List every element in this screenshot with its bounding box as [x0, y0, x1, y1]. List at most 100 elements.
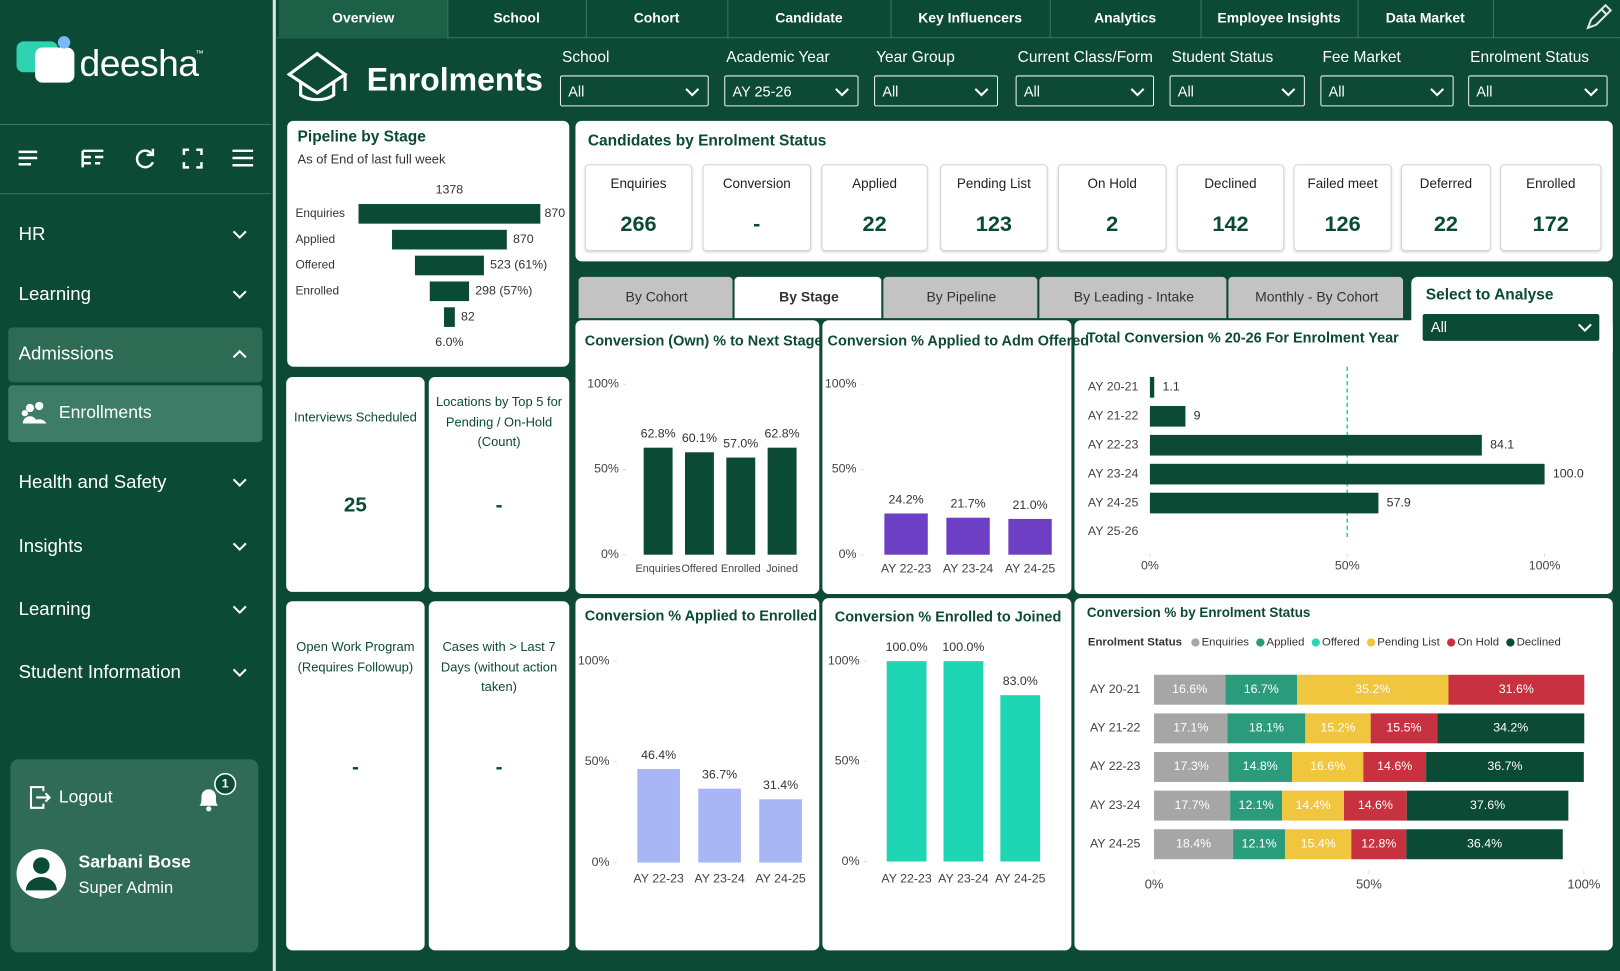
filter-box[interactable] [1015, 75, 1155, 107]
tab[interactable]: Overview [332, 10, 395, 26]
view-tab[interactable] [578, 276, 733, 319]
tab[interactable]: Key Influencers [918, 10, 1023, 26]
status-label: Declined [1204, 175, 1257, 192]
view-tab-label[interactable]: By Cohort [625, 289, 688, 305]
status-label: Enquiries [610, 175, 667, 192]
trademark: ™ [195, 48, 204, 59]
menu-item[interactable]: Insights [18, 535, 83, 556]
logout[interactable]: Logout [58, 786, 113, 807]
view-tab-label[interactable]: Monthly - By Cohort [1255, 289, 1379, 305]
filter-box[interactable] [1468, 75, 1608, 107]
view-tab-label[interactable]: By Pipeline [926, 289, 997, 305]
kpi-label: Locations by Top 5 for Pending / On-Hold… [435, 394, 563, 450]
tab[interactable]: School [493, 10, 540, 26]
chart-panel [822, 598, 1072, 951]
pipeline-title: Pipeline by Stage [297, 128, 426, 146]
status-label: Pending List [956, 175, 1031, 192]
status-card [1057, 164, 1167, 252]
filter-value: All [1476, 83, 1493, 100]
analyse-label: Select to Analyse [1425, 286, 1554, 304]
view-tab-label[interactable]: By Stage [779, 289, 839, 305]
menu-item[interactable]: Admissions [18, 343, 114, 364]
kpi-value: - [495, 756, 503, 779]
status-value: 266 [620, 212, 657, 236]
tab[interactable]: Candidate [775, 10, 843, 26]
kpi-card [286, 601, 425, 951]
status-title: Candidates by Enrolment Status [587, 132, 827, 150]
filter-box[interactable] [559, 75, 709, 107]
tab-separator [890, 0, 892, 39]
status-panel [575, 120, 1613, 262]
filter-value: AY 25-26 [732, 83, 792, 100]
tab-separator [1492, 0, 1494, 39]
view-tab[interactable] [1228, 276, 1404, 319]
tab-separator [1357, 0, 1359, 39]
status-value: 22 [1433, 212, 1458, 236]
status-value: 142 [1212, 212, 1249, 236]
status-label: Failed meet [1307, 175, 1378, 192]
view-tab[interactable] [1039, 276, 1227, 319]
status-label: On Hold [1087, 175, 1137, 192]
status-card [584, 164, 693, 252]
tab[interactable]: Data Market [1385, 10, 1465, 26]
menu-item[interactable]: Learning [18, 283, 91, 304]
tab[interactable]: Analytics [1094, 10, 1157, 26]
status-value: 126 [1324, 212, 1361, 236]
analyse-value: All [1430, 318, 1448, 336]
divider [0, 123, 271, 125]
kpi-value: 25 [343, 493, 367, 517]
status-card [1500, 164, 1602, 252]
tab[interactable]: Employee Insights [1217, 10, 1341, 26]
view-tab[interactable] [734, 276, 882, 319]
status-value: 123 [975, 212, 1013, 236]
menu-item[interactable]: HR [18, 223, 46, 244]
filter-value: All [1328, 83, 1345, 100]
filter-box[interactable] [1320, 75, 1454, 107]
page-title: Enrolments [366, 61, 543, 98]
tab-separator [585, 0, 587, 39]
menu-item[interactable]: Health and Safety [18, 471, 167, 492]
status-card [702, 164, 812, 252]
tab-separator [1049, 0, 1051, 39]
status-value: 172 [1532, 212, 1569, 236]
view-tab[interactable] [883, 276, 1038, 319]
status-label: Deferred [1419, 175, 1473, 192]
status-label: Applied [852, 175, 897, 192]
filter-label: School [562, 48, 610, 67]
chart-panel [575, 320, 820, 594]
filter-box[interactable] [724, 75, 859, 107]
status-value: 22 [862, 212, 887, 236]
tab[interactable]: Cohort [633, 10, 680, 26]
view-tab-label[interactable]: By Leading - Intake [1073, 289, 1194, 305]
filter-label: Enrolment Status [1470, 48, 1590, 67]
filter-value: All [1023, 83, 1040, 100]
menu-item[interactable]: Student Information [18, 661, 181, 682]
kpi-label: Interviews Scheduled [294, 410, 417, 425]
kpi-label: Open Work Program (Requires Followup) [296, 639, 415, 675]
kpi-card [428, 377, 570, 592]
user-name: Sarbani Bose [78, 852, 191, 872]
menu-item[interactable]: Learning [18, 598, 91, 619]
chart-panel [575, 598, 820, 951]
status-card [1400, 164, 1491, 252]
submenu-item[interactable]: Enrollments [58, 402, 152, 423]
filter-box[interactable] [874, 75, 999, 107]
status-card [821, 164, 928, 252]
active-group-bg [8, 327, 263, 383]
divider [0, 193, 271, 195]
filter-label: Academic Year [726, 48, 830, 67]
filter-box[interactable] [1169, 75, 1305, 107]
chart-panel [822, 320, 1072, 594]
filter-label: Current Class/Form [1017, 48, 1153, 67]
tab-bar [276, 0, 1620, 39]
filter-label: Student Status [1171, 48, 1274, 67]
filter-value: All [568, 83, 585, 100]
analyse-dropdown[interactable] [1422, 314, 1600, 341]
tab-separator [727, 0, 729, 39]
status-value: - [753, 212, 761, 236]
kpi-value: - [495, 493, 503, 517]
chart-panel [1074, 320, 1613, 594]
tab-separator [447, 0, 449, 39]
